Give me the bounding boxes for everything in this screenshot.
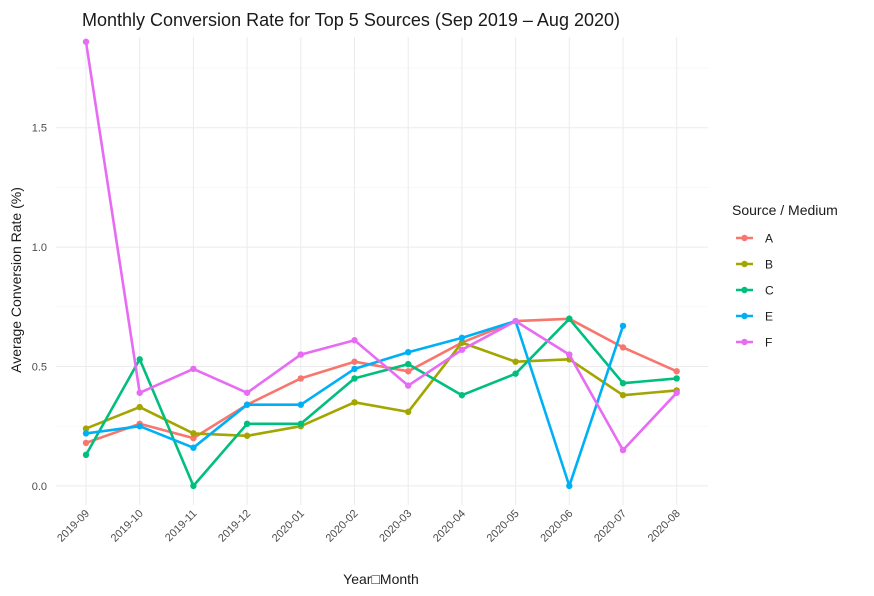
y-tick-label: 1.0 [32,242,47,254]
data-point [136,356,143,363]
data-point [512,317,519,325]
legend-label: A [765,232,773,246]
series-B [82,339,680,439]
data-point [351,365,358,373]
legend-key-point [741,312,748,320]
data-point [619,322,627,330]
x-tick-label: 2020-08 [646,508,683,545]
data-point [673,389,680,396]
data-point [458,346,466,353]
legend-key-point [741,234,748,242]
x-tick-label: 2020-01 [270,508,307,545]
data-point [82,451,90,459]
legend-label: F [765,336,772,350]
legend-item: A [736,232,773,246]
data-point [82,425,90,432]
series-line [84,317,677,488]
data-point [351,337,358,344]
data-point [297,401,304,408]
data-point [405,382,412,389]
legend-label: E [765,310,773,324]
series-F [82,38,680,454]
data-point [458,334,466,342]
data-point [190,482,197,490]
x-tick-label: 2020-07 [592,508,629,545]
data-point [566,315,573,322]
data-point [512,370,519,377]
data-point [619,344,627,351]
x-tick-label: 2019-09 [55,508,92,545]
data-point [297,375,304,382]
data-point [243,401,251,408]
series-line [85,317,678,445]
data-point [190,430,197,437]
legend-key-point [741,260,748,268]
x-tick-label: 2020-05 [485,508,522,545]
data-point [243,432,251,439]
data-point [297,420,304,428]
legend-item: C [736,284,774,298]
legend-key-point [741,286,748,294]
x-tick-label: 2020-04 [431,508,468,545]
legend-title: Source / Medium [732,202,838,218]
x-axis-ticks: 2019-09 2019-10 2019-11 2019-12 2020-01 2020-… [55,508,683,545]
data-point [82,439,90,447]
data-point [619,380,627,387]
data-point [458,391,466,399]
data-point [619,391,627,399]
data-point [405,368,412,375]
data-point [190,434,197,442]
data-point [243,420,251,428]
data-point [136,389,143,396]
legend-label: C [765,284,774,298]
y-tick-label: 1.5 [32,123,47,135]
x-tick-label: 2019-10 [109,508,146,545]
data-point [673,368,680,375]
legend-key-point [741,338,748,346]
legend-item: F [736,336,772,350]
data-point [673,375,680,382]
y-axis-ticks: 0.0 0.5 1.0 1.5 [32,123,47,493]
data-point [619,446,627,454]
data-point [405,348,412,356]
data-point [458,339,466,346]
data-point [190,444,197,451]
data-point [243,389,251,396]
x-tick-label: 2020-02 [324,508,361,545]
data-point [82,430,90,437]
data-point [351,375,358,382]
data-point [351,358,358,365]
data-point [82,38,90,45]
grid [56,37,708,505]
data-point [405,408,412,416]
data-point [405,360,412,368]
data-point [512,358,519,365]
y-axis-title: Average Conversion Rate (%) [8,187,24,373]
series-line [85,341,677,438]
legend-label: B [765,258,773,272]
x-tick-label: 2019-11 [163,508,199,544]
data-point [566,351,573,358]
legend-item: E [736,310,773,324]
y-tick-label: 0.5 [32,362,47,374]
data-point [190,365,197,373]
chart-title: Monthly Conversion Rate for Top 5 Source… [82,10,620,30]
x-axis-title: Year□Month [343,571,419,587]
data-point [297,351,304,358]
series-line [84,41,678,452]
series-layer [82,38,680,490]
series-C [82,315,680,490]
data-point [136,403,143,411]
x-tick-label: 2020-03 [377,508,414,545]
data-point [566,482,573,490]
data-point [136,423,143,430]
x-tick-label: 2019-12 [216,508,253,545]
y-tick-label: 0.0 [32,481,47,493]
legend-item: B [736,258,773,272]
data-point [351,399,358,406]
x-tick-label: 2020-06 [538,508,575,545]
